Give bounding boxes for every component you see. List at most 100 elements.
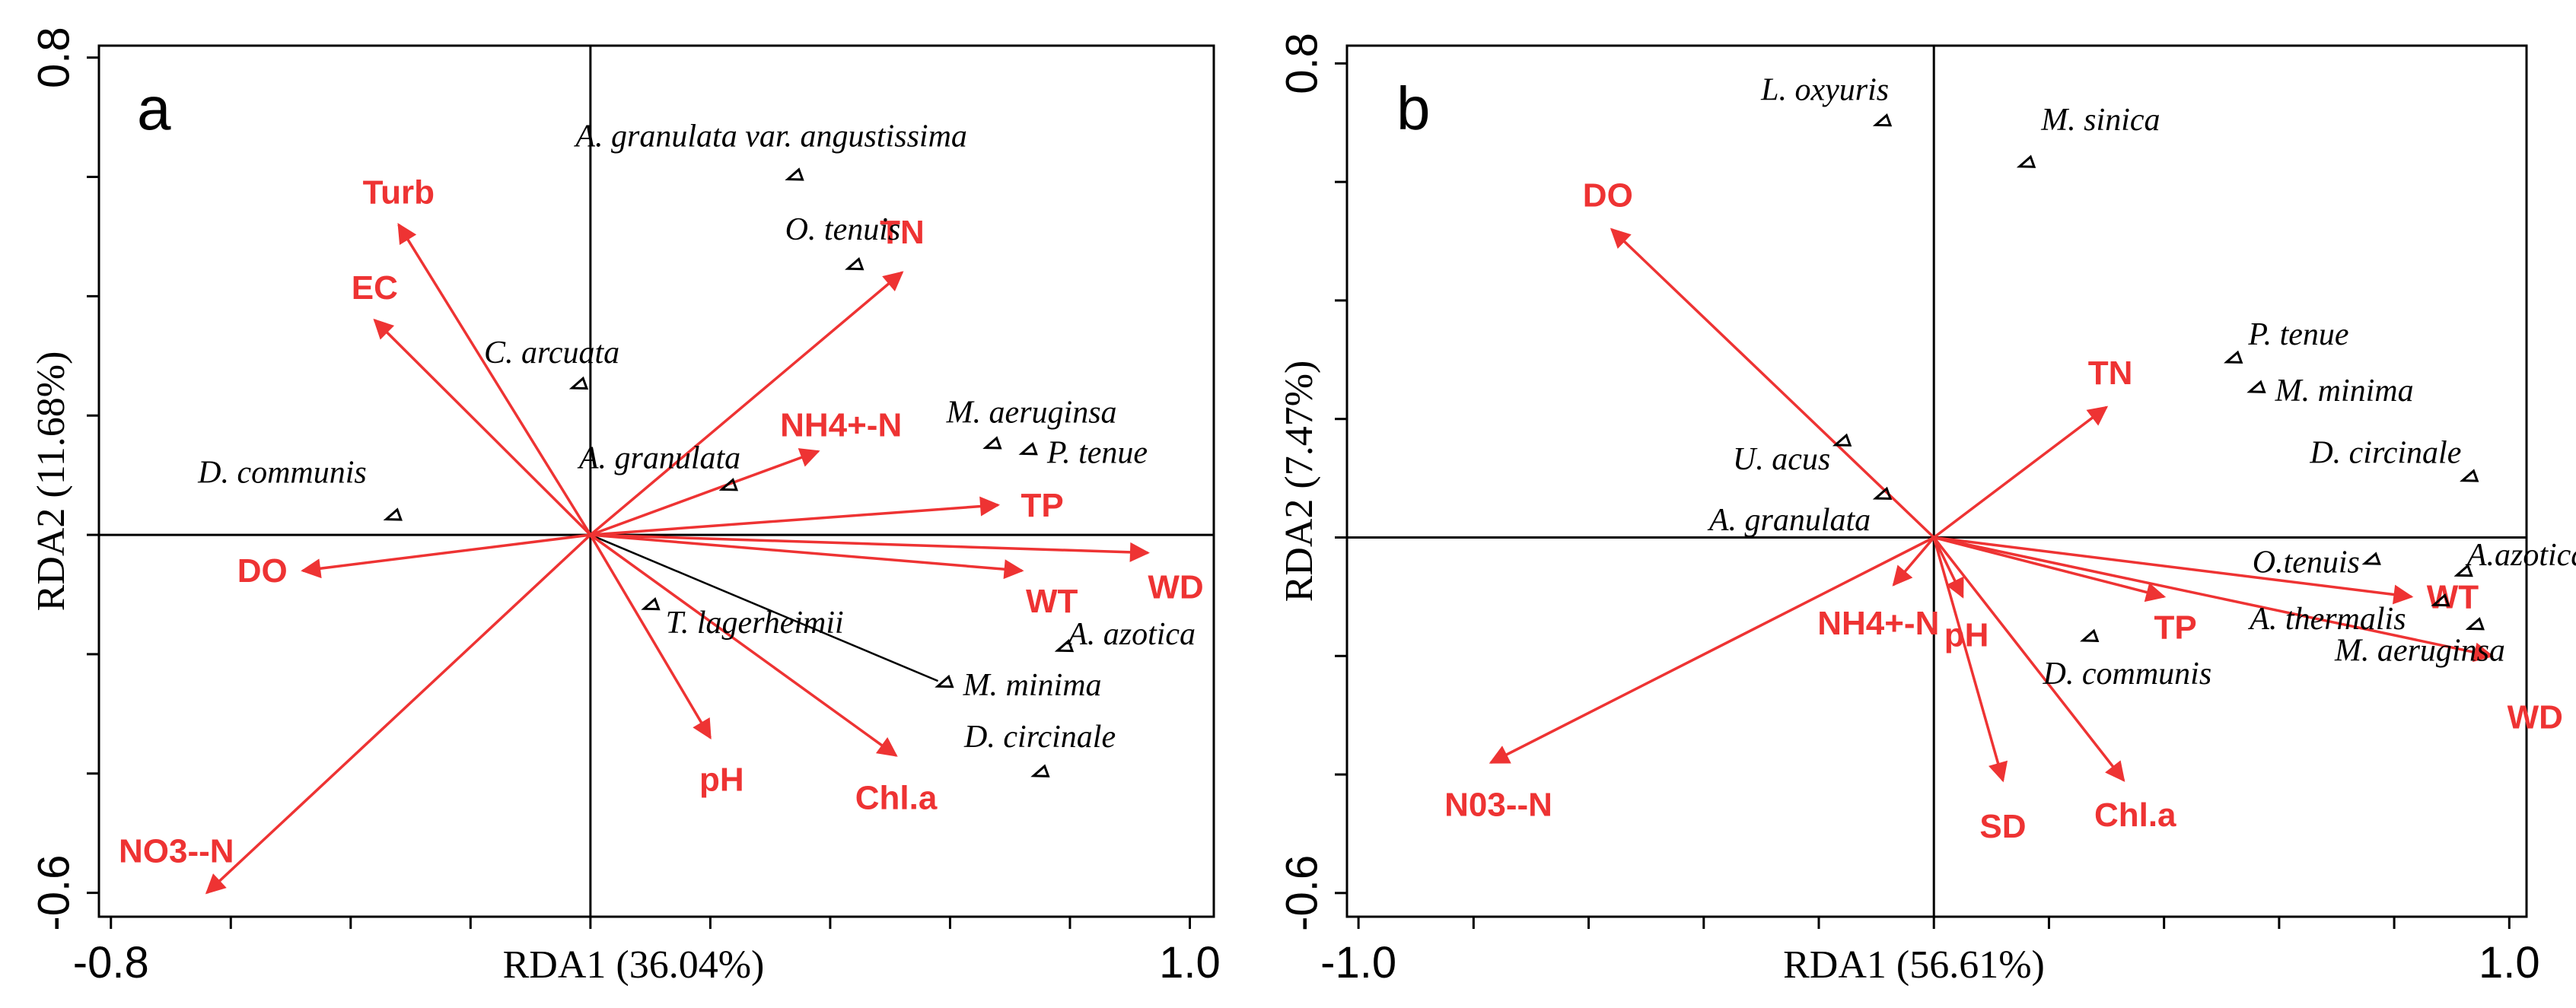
env-vector-tp	[590, 496, 1001, 536]
plot-frame	[97, 44, 1215, 918]
env-vector-do	[301, 533, 591, 579]
x-tick-label: -0.8	[73, 938, 149, 987]
species-m-sinica-marker	[2016, 154, 2036, 168]
species-a-azotica-label: A.azotica	[2465, 538, 2576, 573]
panel-letter: b	[1396, 75, 1431, 142]
species-p-tenue-label: P. tenue	[2247, 317, 2348, 352]
env-vector-ph	[1932, 536, 1964, 599]
species-o-tenuis-marker	[2361, 552, 2381, 565]
species-d-communis-marker	[383, 507, 403, 521]
y-tick-label: -0.6	[29, 855, 78, 931]
plot-frame	[1345, 44, 2528, 918]
species-a-granulata-label: A. granulata	[1707, 503, 1871, 538]
env-vector-wt-label: WT	[2427, 578, 2479, 615]
x-tick-label: 1.0	[2479, 938, 2540, 987]
env-vector-chl-a-label: Chl.a	[2094, 797, 2176, 834]
species-d-circinale-label: D. circinale	[963, 720, 1116, 755]
species-m-aeruginsa-label: M. aeruginsa	[946, 395, 1117, 430]
env-vector-tp-label: TP	[1021, 487, 1063, 524]
env-vector-tn-label: TN	[2088, 355, 2133, 392]
env-vector-do-label: DO	[237, 552, 288, 590]
species-vector-m-minima	[590, 533, 939, 682]
y-tick-label: 0.8	[1277, 33, 1326, 94]
rda-panel-a: -0.8 1.0 -0.6 0.8 RDA1 (36.04%) RDA2 (11.68%)…	[29, 27, 1220, 987]
species-o-tenuis-marker	[845, 256, 865, 271]
species-a-thermalis-marker	[2431, 593, 2450, 607]
species-a-thermalis-label: A. thermalis	[2247, 602, 2406, 637]
env-vector-tn	[589, 271, 904, 536]
env-vector-no3-n-label: NO3--N	[119, 833, 234, 870]
env-vector-tp	[1933, 536, 2167, 603]
env-vector-wt	[590, 533, 1024, 580]
species-m-minima-label: M. minima	[2275, 374, 2414, 409]
species-u-acus-label: U. acus	[1733, 442, 1830, 477]
x-tick-label: 1.0	[1159, 938, 1221, 987]
rda-panel-b: -1.0 1.0 -0.6 0.8 RDA1 (56.61%) RDA2 (7.47%) b…	[1277, 33, 2576, 987]
species-m-minima-marker	[935, 674, 954, 688]
species-d-circinale-marker	[1030, 764, 1050, 777]
env-vector-wd-label: WD	[1148, 569, 1203, 606]
species-a-granulata-var-angustissima-label: A. granulata var. angustissima	[573, 119, 967, 154]
env-vector-ec-label: EC	[352, 269, 398, 307]
env-vector-tn	[1933, 405, 2109, 539]
species-m-aeruginsa-label: M. aeruginsa	[2334, 633, 2505, 668]
species-u-acus-marker	[1832, 433, 1852, 447]
env-vector-turb-label: Turb	[363, 173, 435, 211]
species-d-circinale-marker	[2460, 469, 2479, 482]
species-c-arcuata-marker	[568, 376, 589, 390]
env-vector-sd-label: SD	[1979, 808, 2026, 845]
species-l-oxyuris-marker	[1872, 113, 1893, 127]
species-m-aeruginsa-marker	[982, 436, 1002, 450]
env-vector-n03-n	[1489, 536, 1935, 765]
env-vector-tp-label: TP	[2154, 609, 2197, 646]
species-d-communis-label: D. communis	[2043, 657, 2212, 692]
species-p-tenue-label: P. tenue	[1046, 435, 1148, 470]
species-a-azotica-label: A. azotica	[1065, 617, 1196, 652]
species-a-azotica-marker	[2453, 564, 2473, 577]
env-vector-ph-label: pH	[699, 762, 744, 799]
species-a-granulata-var-angustissima-marker	[785, 167, 804, 181]
species-d-circinale-label: D. circinale	[2309, 436, 2461, 471]
env-vector-wt	[1934, 536, 2414, 605]
x-axis-title: RDA1 (56.61%)	[1783, 943, 2045, 987]
species-p-tenue-marker	[2224, 350, 2243, 364]
species-d-communis-marker	[2080, 628, 2100, 642]
species-t-lagerheimii-marker	[641, 596, 661, 611]
env-vector-do	[1610, 227, 1935, 539]
species-m-aeruginsa-marker	[2465, 617, 2485, 631]
env-vector-chl-a-label: Chl.a	[855, 779, 938, 816]
species-a-granulata-marker	[718, 478, 739, 491]
env-vector-n03-n-label: N03--N	[1444, 786, 1552, 823]
species-a-granulata-label: A. granulata	[577, 440, 740, 475]
x-axis-title: RDA1 (36.04%)	[503, 943, 765, 987]
env-vector-wt-label: WT	[1026, 583, 1078, 620]
env-vector-chl-a	[1932, 536, 2125, 782]
species-a-granulata-marker	[1872, 486, 1893, 501]
env-vector-nh4-n-label: NH4+-N	[780, 406, 902, 444]
y-axis-title: RDA2 (7.47%)	[1278, 361, 1321, 603]
env-vector-wd	[590, 533, 1150, 562]
env-vector-tn-label: TN	[880, 214, 925, 251]
species-o-tenuis-label: O.tenuis	[2253, 545, 2360, 580]
env-vector-nh4-n	[590, 448, 820, 536]
panel-letter: a	[137, 75, 171, 142]
env-vector-no3-n	[205, 533, 592, 895]
species-m-minima-marker	[2246, 380, 2266, 393]
env-vector-ph	[589, 534, 712, 739]
y-tick-label: 0.8	[29, 27, 78, 88]
env-vector-chl-a	[589, 533, 898, 757]
env-vector-wd-label: WD	[2508, 698, 2563, 736]
species-m-sinica-label: M. sinica	[2040, 103, 2160, 138]
env-vector-sd	[1932, 537, 2008, 783]
species-p-tenue-marker	[1018, 442, 1038, 456]
y-axis-title: RDA2 (11.68%)	[30, 351, 73, 612]
env-vector-do-label: DO	[1583, 176, 1633, 214]
species-o-tenuis-label: O. tenuis	[785, 212, 901, 247]
species-a-azotica-marker	[1054, 638, 1075, 653]
env-vector-turb	[397, 223, 592, 536]
species-c-arcuata-label: C. arcuata	[484, 335, 619, 370]
y-tick-label: -0.6	[1277, 855, 1326, 931]
species-t-lagerheimii-label: T. lagerheimii	[666, 606, 844, 641]
species-d-communis-label: D. communis	[197, 456, 367, 491]
env-vector-nh4-n-label: NH4+-N	[1817, 605, 1939, 642]
